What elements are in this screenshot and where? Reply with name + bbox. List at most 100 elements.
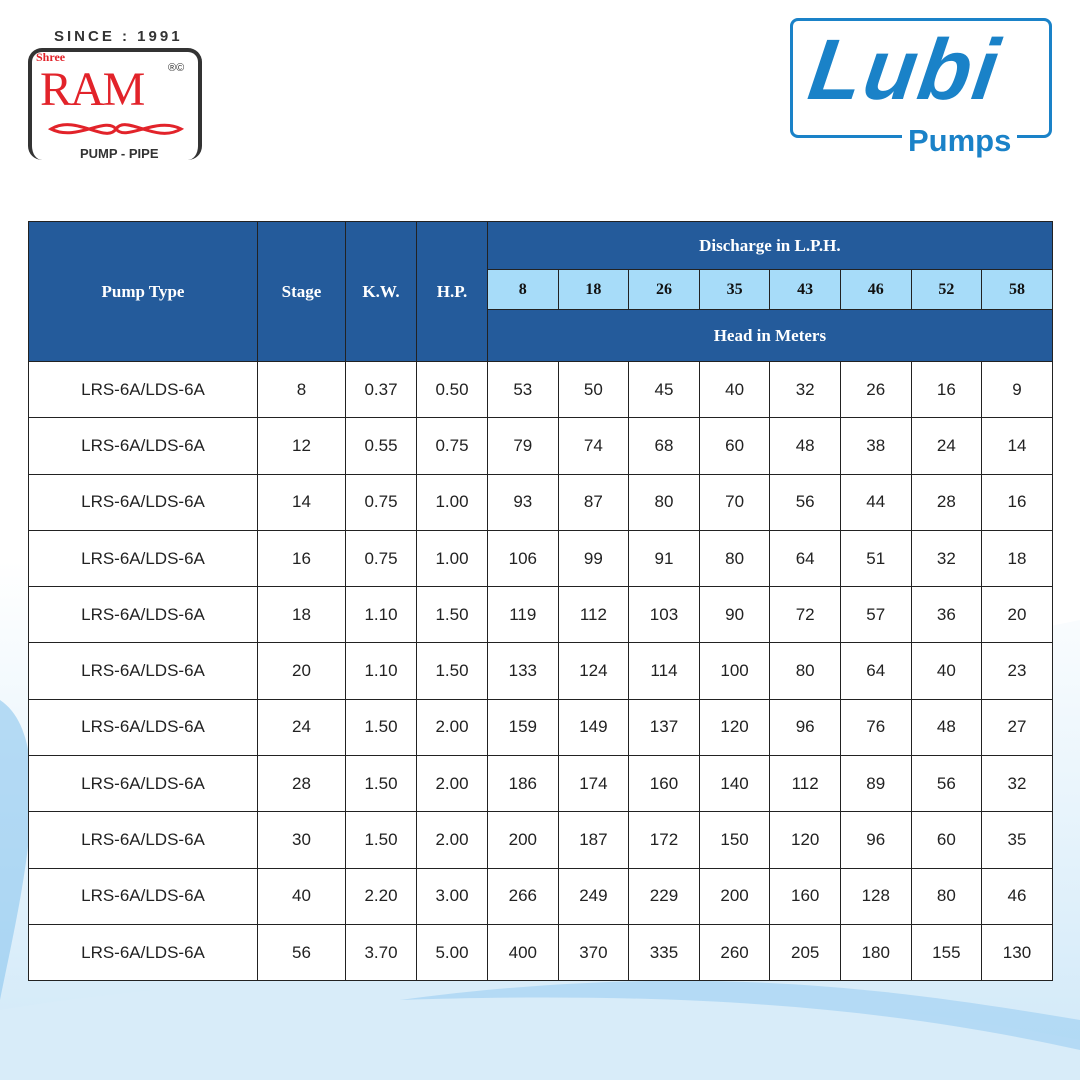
head-cell: 130: [981, 923, 1053, 982]
head-cell: 180: [839, 923, 912, 982]
hp-cell: 1.00: [416, 529, 488, 588]
head-cell: 119: [487, 586, 559, 644]
head-cell: 112: [769, 755, 841, 813]
head-cell: 32: [981, 755, 1053, 813]
stage-cell: 24: [257, 698, 346, 757]
head-cell: 120: [698, 698, 771, 757]
stage-cell: 16: [257, 529, 346, 588]
head-cell: 160: [769, 867, 841, 925]
hp-cell: 2.00: [416, 811, 488, 869]
head-cell: 89: [839, 755, 912, 813]
header-pump-type: Pump Type: [28, 221, 258, 362]
head-cell: 174: [557, 755, 630, 813]
kw-cell: 3.70: [345, 923, 417, 982]
pump-type-cell: LRS-6A/LDS-6A: [28, 755, 258, 813]
hp-cell: 1.00: [416, 473, 488, 531]
logo-name: RAM: [40, 63, 145, 116]
pump-type-cell: LRS-6A/LDS-6A: [28, 529, 258, 588]
table-row: LRS-6A/LDS-6A 16 0.75 1.00 106 99 91 80 64 51 32 18: [28, 529, 1053, 588]
discharge-value: 58: [981, 269, 1053, 310]
discharge-value: 18: [557, 269, 630, 310]
head-cell: 172: [628, 811, 700, 869]
head-cell: 80: [698, 529, 771, 588]
pump-type-cell: LRS-6A/LDS-6A: [28, 867, 258, 925]
head-cell: 79: [487, 417, 559, 475]
stage-cell: 30: [257, 811, 346, 869]
shree-ram-logo: SINCE : 1991 Shree RAM ®© PUMP - PIPE: [26, 28, 206, 161]
hp-cell: 0.75: [416, 417, 488, 475]
head-cell: 80: [628, 473, 700, 531]
discharge-value: 8: [487, 269, 559, 310]
head-cell: 40: [698, 360, 771, 419]
kw-cell: 0.55: [345, 417, 417, 475]
head-cell: 112: [557, 586, 630, 644]
discharge-value: 46: [839, 269, 912, 310]
head-cell: 32: [910, 529, 983, 588]
table-row: LRS-6A/LDS-6A 30 1.50 2.00 200 187 172 150 120 96…: [28, 811, 1053, 869]
head-cell: 186: [487, 755, 559, 813]
head-cell: 76: [839, 698, 912, 757]
logo-frame: [28, 48, 202, 160]
head-cell: 140: [698, 755, 771, 813]
head-cell: 36: [910, 586, 983, 644]
logo-tagline: Pumps: [902, 124, 1018, 158]
head-cell: 200: [487, 811, 559, 869]
pump-type-cell: LRS-6A/LDS-6A: [28, 923, 258, 982]
head-cell: 205: [769, 923, 841, 982]
kw-cell: 0.75: [345, 529, 417, 588]
head-cell: 23: [981, 642, 1053, 700]
table-row: LRS-6A/LDS-6A 24 1.50 2.00 159 149 137 120 96 76 4…: [28, 698, 1053, 757]
pump-type-cell: LRS-6A/LDS-6A: [28, 360, 258, 419]
head-cell: 90: [698, 586, 771, 644]
head-cell: 70: [698, 473, 771, 531]
head-cell: 51: [839, 529, 912, 588]
head-cell: 99: [557, 529, 630, 588]
head-cell: 40: [910, 642, 983, 700]
table-row: LRS-6A/LDS-6A 28 1.50 2.00 186 174 160 140 112 89…: [28, 755, 1053, 813]
head-cell: 56: [769, 473, 841, 531]
head-cell: 64: [769, 529, 841, 588]
head-cell: 57: [839, 586, 912, 644]
hp-cell: 5.00: [416, 923, 488, 982]
kw-cell: 1.10: [345, 586, 417, 644]
hp-cell: 3.00: [416, 867, 488, 925]
head-cell: 370: [557, 923, 630, 982]
head-cell: 53: [487, 360, 559, 419]
head-cell: 46: [981, 867, 1053, 925]
head-cell: 96: [839, 811, 912, 869]
header-hp: H.P.: [416, 221, 488, 362]
stage-cell: 14: [257, 473, 346, 531]
head-cell: 74: [557, 417, 630, 475]
pump-type-cell: LRS-6A/LDS-6A: [28, 642, 258, 700]
hp-cell: 0.50: [416, 360, 488, 419]
head-cell: 149: [557, 698, 630, 757]
pump-type-cell: LRS-6A/LDS-6A: [28, 811, 258, 869]
head-cell: 100: [698, 642, 771, 700]
head-cell: 200: [698, 867, 771, 925]
head-cell: 249: [557, 867, 630, 925]
head-cell: 64: [839, 642, 912, 700]
discharge-value: 26: [628, 269, 700, 310]
kw-cell: 1.50: [345, 698, 417, 757]
kw-cell: 1.50: [345, 755, 417, 813]
head-cell: 14: [981, 417, 1053, 475]
kw-cell: 0.37: [345, 360, 417, 419]
head-cell: 120: [769, 811, 841, 869]
head-cell: 266: [487, 867, 559, 925]
head-cell: 9: [981, 360, 1053, 419]
head-cell: 150: [698, 811, 771, 869]
hp-cell: 1.50: [416, 642, 488, 700]
stage-cell: 18: [257, 586, 346, 644]
hp-cell: 1.50: [416, 586, 488, 644]
header-discharge: Discharge in L.P.H.: [487, 221, 1053, 270]
head-cell: 27: [981, 698, 1053, 757]
head-cell: 38: [839, 417, 912, 475]
head-cell: 114: [628, 642, 700, 700]
head-cell: 28: [910, 473, 983, 531]
swirl-icon: [47, 123, 185, 135]
hp-cell: 2.00: [416, 698, 488, 757]
header-kw: K.W.: [345, 221, 417, 362]
head-cell: 400: [487, 923, 559, 982]
kw-cell: 1.50: [345, 811, 417, 869]
header-stage: Stage: [257, 221, 346, 362]
